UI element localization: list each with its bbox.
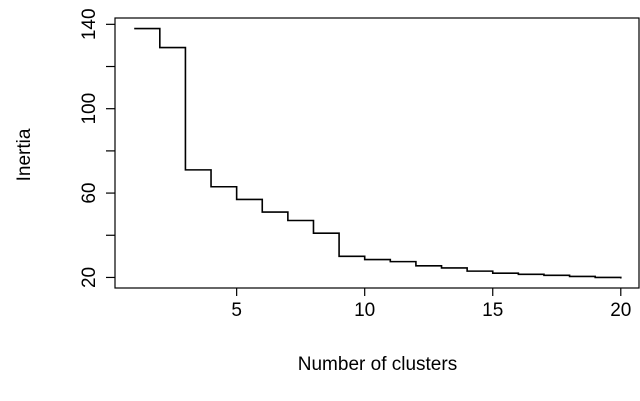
y-tick-label: 20: [79, 267, 100, 288]
series-line: [134, 27, 622, 279]
axes: 5 10 15 20 20 60 100 140: [79, 8, 631, 321]
y-axis-title: Inertia: [14, 128, 35, 181]
x-tick-label: 15: [482, 300, 503, 321]
y-tick-label: 140: [79, 8, 100, 40]
x-axis-title: Number of clusters: [298, 354, 457, 375]
y-tick-label: 100: [79, 93, 100, 125]
plot-frame: [114, 17, 640, 289]
x-tick-label: 20: [610, 300, 631, 321]
x-tick-label: 10: [354, 300, 375, 321]
x-tick-label: 5: [231, 300, 242, 321]
y-tick-label: 60: [79, 183, 100, 204]
